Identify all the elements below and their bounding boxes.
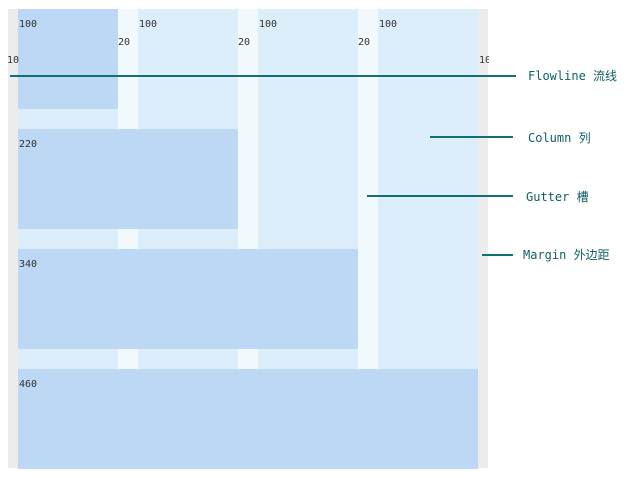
gutter-1 bbox=[118, 9, 138, 468]
grid-area bbox=[18, 9, 478, 469]
span-block-4 bbox=[18, 369, 478, 469]
span-block-2 bbox=[18, 129, 238, 229]
gutter-leader-line bbox=[367, 195, 513, 197]
column-width-label-2: 100 bbox=[139, 19, 158, 30]
gutter-width-label-3: 20 bbox=[358, 37, 371, 48]
margin-width-label-left: 10 bbox=[7, 55, 19, 66]
right-margin bbox=[478, 9, 488, 468]
gutter-2 bbox=[238, 9, 258, 468]
margin-width-label-right: 10 bbox=[479, 55, 489, 66]
margin-leader-line bbox=[482, 254, 513, 256]
span-label-3: 340 bbox=[19, 259, 38, 270]
column-width-label-4: 100 bbox=[379, 19, 398, 30]
gutter-width-label-1: 20 bbox=[118, 37, 131, 48]
gutter-3 bbox=[358, 9, 378, 468]
column-leader-line bbox=[430, 136, 513, 138]
margin-legend: Margin 外边距 bbox=[523, 248, 610, 262]
span-label-4: 460 bbox=[19, 379, 38, 390]
gutter-legend: Gutter 槽 bbox=[526, 190, 589, 204]
left-margin bbox=[8, 9, 18, 468]
span-block-1 bbox=[18, 9, 118, 109]
column-width-label-1: 100 bbox=[19, 19, 38, 30]
gutter-width-label-2: 20 bbox=[238, 37, 251, 48]
column-legend: Column 列 bbox=[528, 131, 591, 145]
span-block-3 bbox=[18, 249, 358, 349]
flowline bbox=[10, 75, 516, 77]
flowline-legend: Flowline 流线 bbox=[528, 69, 618, 83]
span-label-2: 220 bbox=[19, 139, 38, 150]
column-width-label-3: 100 bbox=[259, 19, 278, 30]
